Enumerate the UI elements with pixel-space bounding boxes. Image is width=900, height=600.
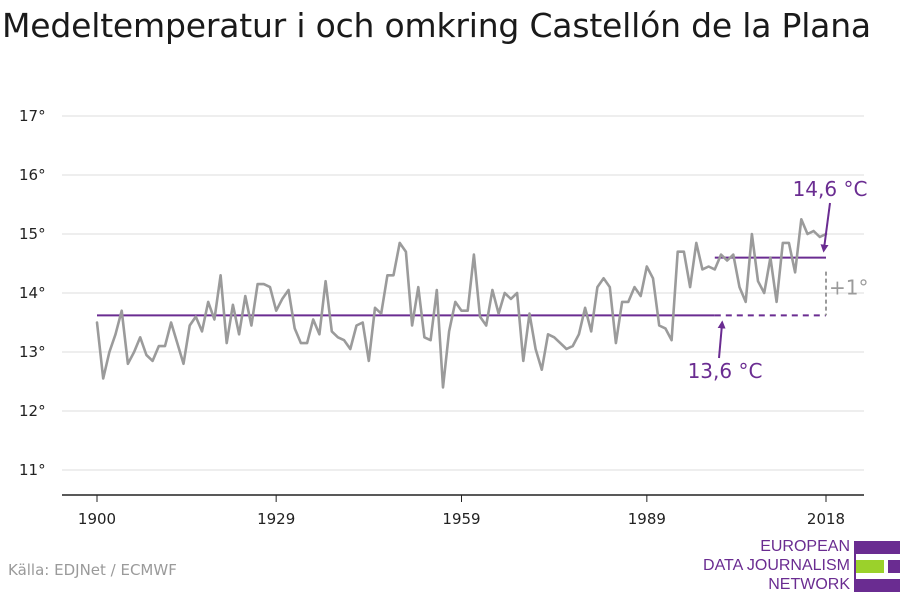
recent-average-arrow — [820, 202, 831, 253]
logo-bar-middle-green — [856, 560, 884, 573]
y-tick-label: 11° — [19, 461, 46, 479]
y-tick-label: 16° — [19, 166, 46, 184]
x-tick-label: 1959 — [442, 510, 480, 528]
y-tick-label: 13° — [19, 343, 46, 361]
x-tick-label: 1929 — [257, 510, 295, 528]
y-tick-label: 12° — [19, 402, 46, 420]
y-tick-label: 17° — [19, 107, 46, 125]
chart-title: Medeltemperatur i och omkring Castellón … — [2, 6, 871, 45]
historic-average-arrow — [717, 320, 726, 359]
logo-bar-middle — [888, 560, 900, 573]
x-tick-label: 2018 — [807, 510, 845, 528]
grid-lines — [62, 115, 864, 471]
logo-line-2: DATA JOURNALISM — [703, 557, 850, 574]
logo-bar-left — [854, 541, 856, 592]
temperature-series-line — [95, 218, 828, 389]
series-layer — [95, 218, 828, 389]
axes: 11° 12° 13° 14° 15° 16° 17° 1900 1929 1959 1989 201… — [19, 107, 864, 528]
logo-bar-top — [856, 541, 900, 554]
logo-line-1: EUROPEAN — [760, 538, 850, 555]
logo-bar-bottom — [856, 579, 900, 592]
y-tick-label: 15° — [19, 225, 46, 243]
x-tick-label: 1900 — [78, 510, 116, 528]
difference-label: +1° — [829, 276, 868, 300]
logo-line-3: NETWORK — [768, 576, 850, 593]
y-tick-label: 14° — [19, 284, 46, 302]
historic-average-label: 13,6 °C — [688, 359, 763, 383]
edjnet-logo: EUROPEAN DATA JOURNALISM NETWORK — [703, 538, 900, 598]
source-note: Källa: EDJNet / ECMWF — [8, 561, 177, 579]
annotations: +1° 14,6 °C 13,6 °C — [688, 177, 869, 383]
recent-average-label: 14,6 °C — [793, 177, 868, 201]
x-tick-label: 1989 — [628, 510, 666, 528]
